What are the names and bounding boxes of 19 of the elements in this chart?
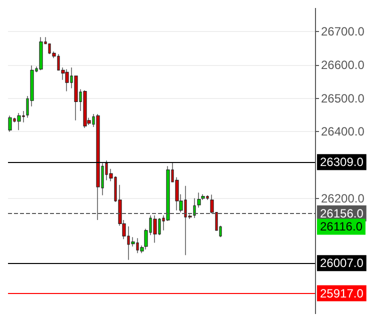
y-tick-label: 26600.0 bbox=[321, 58, 365, 72]
ref-line-label: 25917.0 bbox=[320, 286, 364, 300]
y-tick-label: 26200.0 bbox=[321, 192, 365, 206]
ref-line-label: 26309.0 bbox=[320, 155, 364, 170]
y-tick-label: 26700.0 bbox=[321, 24, 365, 38]
ref-line-label: 26007.0 bbox=[320, 256, 364, 270]
candlestick bbox=[65, 68, 69, 92]
candlestick bbox=[197, 192, 201, 208]
y-tick-label: 26500.0 bbox=[321, 91, 365, 106]
candlestick bbox=[17, 112, 21, 130]
candlestick bbox=[193, 198, 196, 218]
candlestick bbox=[39, 36, 43, 71]
text: 26116.0 bbox=[320, 220, 363, 234]
ref-line-label: 26156.0 bbox=[320, 206, 364, 220]
candlestick bbox=[8, 115, 12, 132]
y-tick-label: 26400.0 bbox=[321, 124, 365, 139]
candlestick bbox=[96, 114, 100, 220]
candlestick bbox=[153, 215, 157, 244]
candlestick bbox=[83, 90, 87, 128]
